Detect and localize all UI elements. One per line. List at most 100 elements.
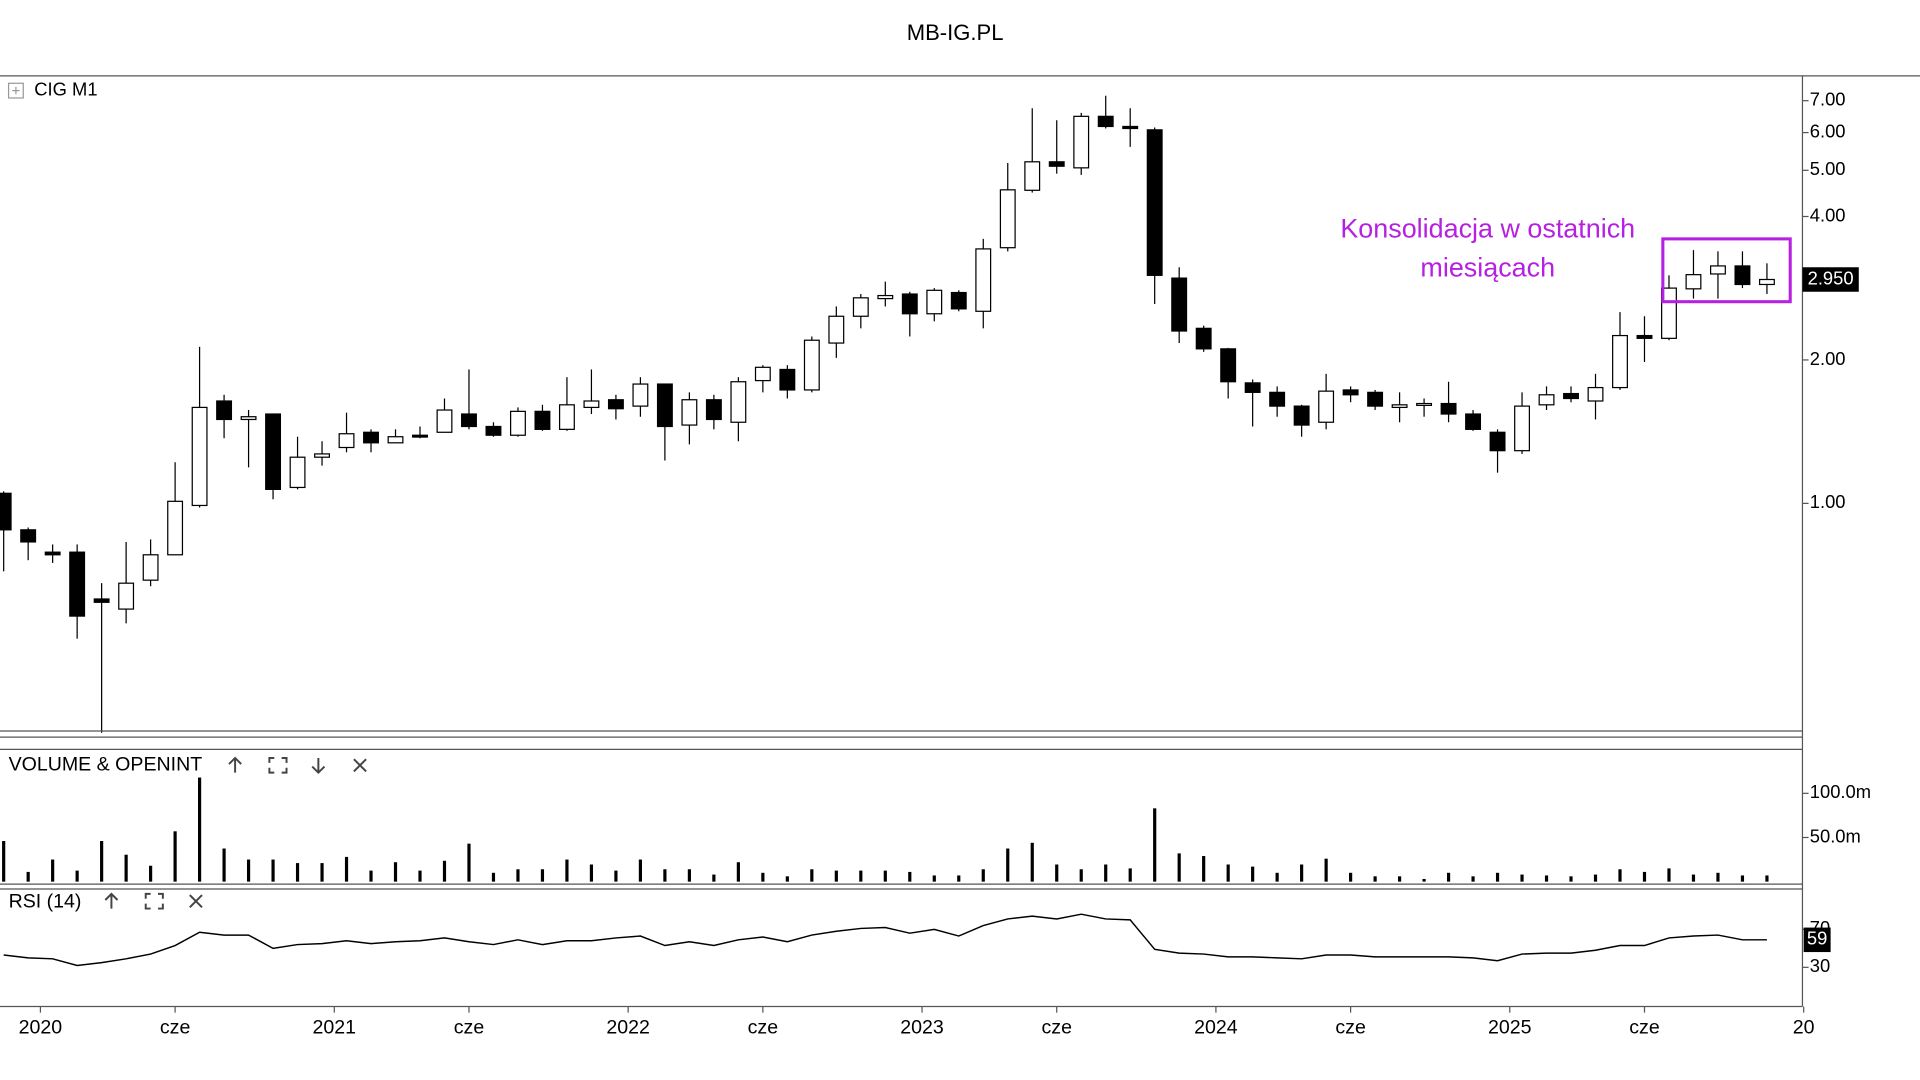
candle-body [1024,161,1041,191]
volume-bar [957,875,961,882]
volume-bar [1006,848,1010,882]
candle-body [1342,389,1359,396]
volume-bar [51,859,55,882]
volume-bar [75,870,79,882]
candle-body [1048,161,1065,167]
volume-bar [1202,856,1206,882]
volume-bar [1667,868,1671,882]
annotation-text: Konsolidacja w ostatnich [1340,213,1635,243]
volume-bar [1349,872,1353,882]
candle-body [1416,402,1433,406]
move-up-icon[interactable] [104,892,119,909]
candle-body [1612,334,1628,389]
volume-header: VOLUME & OPENINT [0,753,367,778]
candle-body [681,399,698,426]
candle-body [1538,394,1555,406]
y-tick-label: 2.00 [1810,348,1846,369]
volume-bar [1520,874,1524,882]
volume-bar [1716,872,1720,882]
last-price-label: 2.950 [1808,267,1854,288]
candle-body [167,500,184,556]
candle-body [1734,265,1751,286]
candle-body [730,381,747,423]
x-tick-label: 2023 [900,1017,944,1039]
candle-body [1171,277,1188,332]
candle-body [142,554,159,581]
candle-body [0,492,12,531]
volume-bar [271,859,275,882]
volume-bar [1251,866,1255,882]
candle-body [803,339,820,391]
move-down-icon[interactable] [311,757,326,775]
candle-body [852,297,869,317]
candle-body [485,425,502,436]
volume-bar [932,875,936,882]
candle-body [583,400,600,409]
volume-bar [344,856,349,882]
candle-body [436,409,453,433]
volume-bar [2,841,6,882]
candle-body [1710,265,1726,275]
volume-bar [1740,875,1745,882]
candle-body [314,453,330,458]
x-tick-label: 20 [1793,1017,1815,1039]
volume-bar [540,869,545,882]
x-tick-label: 2021 [313,1017,357,1039]
move-up-icon[interactable] [228,756,242,773]
candle-body [1318,390,1335,423]
volume-bar [100,841,104,882]
candle-body [1122,125,1139,130]
candle-body [754,366,771,382]
maximize-icon[interactable] [268,756,288,774]
y-tick-label: 50.0m [1810,825,1861,846]
candle-body [607,399,624,410]
volume-bar [1495,872,1500,882]
volume-bar [369,870,373,882]
candle-body [1636,334,1653,339]
volume-bar [638,859,642,882]
header-bg [0,753,203,778]
x-tick-label: 2020 [19,1017,63,1039]
candle-body [1489,431,1506,452]
x-tick-label: cze [454,1017,485,1039]
candle-body [1465,413,1482,430]
close-icon[interactable] [353,758,367,773]
candle-body [1367,391,1384,407]
last-value-label: 59 [1807,928,1827,949]
symbol-label: CIG M1 [34,78,97,99]
y-tick-label: 6.00 [1810,120,1846,141]
candle-body [828,315,845,344]
candle-body [1244,382,1261,393]
close-icon[interactable] [189,894,203,909]
candle-body [1391,404,1408,409]
candle-body [510,410,526,436]
volume-bar [663,869,667,882]
maximize-icon[interactable] [144,892,164,910]
volume-bar [1300,864,1304,882]
x-tick-label: 2022 [606,1017,650,1039]
candle-body [1146,129,1163,276]
x-tick-label: cze [1042,1017,1073,1039]
candle-body [632,383,649,407]
volume-bar [1030,842,1034,882]
expand-icon[interactable] [7,82,24,99]
volume-bar [565,859,569,882]
overlays: Konsolidacja w ostatnich miesiącach 2.950 5… [1340,213,1859,953]
volume-bar [1618,869,1622,882]
candle-body [289,456,306,489]
candle-body [901,293,918,315]
candle-body [412,434,428,438]
candle-body [779,368,796,391]
candle-body [1514,405,1530,452]
volume-bar [1471,876,1475,882]
volume-bar [1128,868,1132,882]
volume-bar [687,869,691,882]
volume-bar [1569,876,1573,882]
volume-bar [1642,871,1647,882]
panel-title: VOLUME & OPENINT [9,753,203,775]
candle-body [44,551,61,556]
candle-body [1220,348,1237,383]
volume-bar [1593,874,1598,882]
candle-body [1269,391,1286,407]
candle-body [69,551,86,617]
